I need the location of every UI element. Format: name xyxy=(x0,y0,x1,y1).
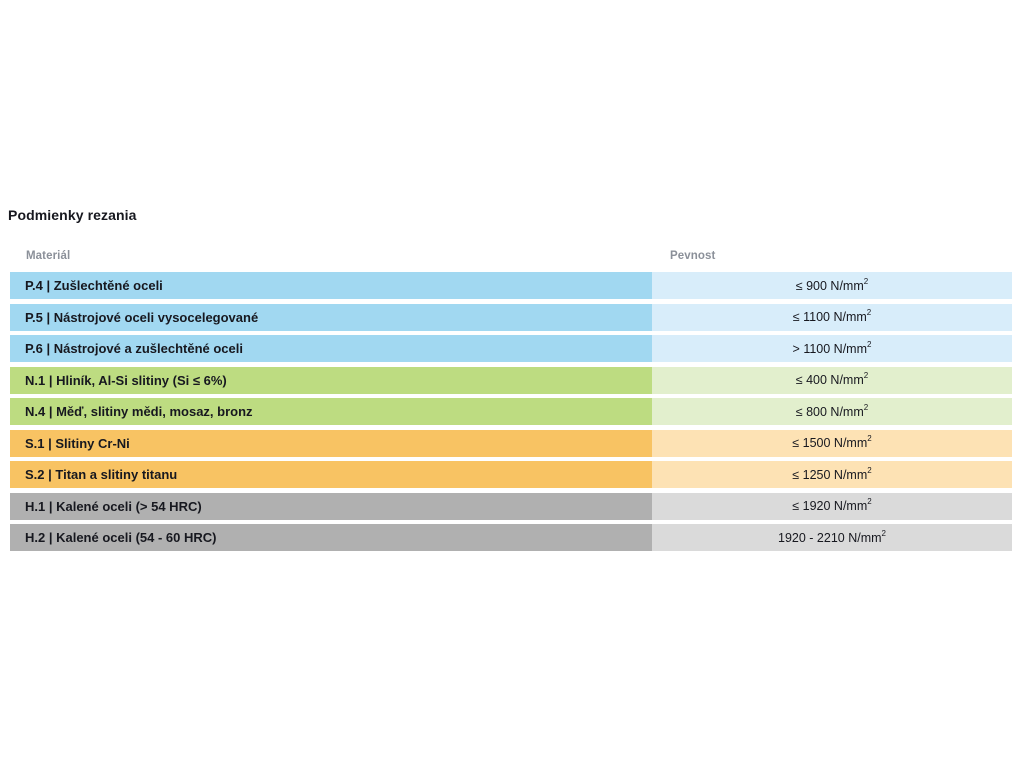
pevnost-value: ≤ 900 N/mm xyxy=(795,278,864,293)
material-cell: P.4 | Zušlechtěné oceli xyxy=(10,272,652,299)
table-row: S.2 | Titan a slitiny titanu ≤ 1250 N/mm… xyxy=(10,461,1012,488)
column-header-material: Materiál xyxy=(26,250,71,262)
pevnost-cell: ≤ 1920 N/mm 2 xyxy=(652,492,1012,520)
pevnost-value: ≤ 1250 N/mm xyxy=(792,467,868,482)
pevnost-superscript: 2 xyxy=(867,434,872,443)
material-cell: S.1 | Slitiny Cr-Ni xyxy=(10,429,652,457)
material-label: S.1 | Slitiny Cr-Ni xyxy=(25,435,130,451)
material-label: P.5 | Nástrojové oceli vysocelegované xyxy=(25,309,259,325)
pevnost-cell: ≤ 1500 N/mm 2 xyxy=(652,429,1012,457)
material-label: H.1 | Kalené oceli (> 54 HRC) xyxy=(25,498,202,514)
pevnost-cell: ≤ 1250 N/mm 2 xyxy=(652,461,1012,488)
pevnost-value: ≤ 800 N/mm xyxy=(795,404,864,419)
pevnost-superscript: 2 xyxy=(866,308,872,317)
table-row: P.6 | Nástrojové a zušlechtěné oceli > 1… xyxy=(10,335,1012,362)
column-header-pevnost: Pevnost xyxy=(670,250,716,262)
pevnost-value: ≤ 1920 N/mm xyxy=(792,499,868,513)
table-row: P.4 | Zušlechtěné oceli ≤ 900 N/mm 2 xyxy=(10,272,1012,299)
table-row: P.5 | Nástrojové oceli vysocelegované ≤ … xyxy=(10,303,1012,331)
material-cell: S.2 | Titan a slitiny titanu xyxy=(10,461,652,488)
pevnost-superscript: 2 xyxy=(867,339,872,349)
pevnost-cell: ≤ 400 N/mm 2 xyxy=(652,366,1012,394)
table-row: N.1 | Hliník, Al-Si slitiny (Si ≤ 6%) ≤ … xyxy=(10,366,1012,394)
pevnost-superscript: 2 xyxy=(863,371,869,380)
table-row: S.1 | Slitiny Cr-Ni ≤ 1500 N/mm 2 xyxy=(10,429,1012,457)
table-row: H.1 | Kalené oceli (> 54 HRC) ≤ 1920 N/m… xyxy=(10,492,1012,520)
pevnost-value: 1920 - 2210 N/mm xyxy=(778,530,882,545)
material-label: N.4 | Měď, slitiny mědi, mosaz, bronz xyxy=(25,404,253,419)
material-cell: H.1 | Kalené oceli (> 54 HRC) xyxy=(10,492,652,520)
material-label: P.4 | Zušlechtěné oceli xyxy=(25,278,163,293)
pevnost-value: ≤ 1500 N/mm xyxy=(792,436,868,450)
material-cell: P.6 | Nástrojové a zušlechtěné oceli xyxy=(10,335,652,362)
pevnost-superscript: 2 xyxy=(881,528,886,538)
pevnost-cell: 1920 - 2210 N/mm 2 xyxy=(652,524,1012,551)
material-cell: N.4 | Měď, slitiny mědi, mosaz, bronz xyxy=(10,398,652,425)
material-label: P.6 | Nástrojové a zušlechtěné oceli xyxy=(25,341,243,356)
pevnost-cell: ≤ 800 N/mm 2 xyxy=(652,398,1012,425)
pevnost-value: ≤ 400 N/mm xyxy=(795,373,864,387)
material-cell: H.2 | Kalené oceli (54 - 60 HRC) xyxy=(10,524,652,551)
material-cell: N.1 | Hliník, Al-Si slitiny (Si ≤ 6%) xyxy=(10,366,652,394)
material-label: S.2 | Titan a slitiny titanu xyxy=(25,467,178,482)
pevnost-cell: > 1100 N/mm 2 xyxy=(652,335,1012,362)
table-row: H.2 | Kalené oceli (54 - 60 HRC) 1920 - … xyxy=(10,524,1012,551)
pevnost-superscript: 2 xyxy=(863,402,869,412)
pevnost-superscript: 2 xyxy=(863,276,869,286)
pevnost-superscript: 2 xyxy=(867,465,872,475)
page-title: Podmienky rezania xyxy=(8,207,137,223)
cutting-conditions-table: P.4 | Zušlechtěné oceli ≤ 900 N/mm 2 P.5 … xyxy=(10,272,1012,556)
pevnost-value: ≤ 1100 N/mm xyxy=(792,310,867,324)
pevnost-superscript: 2 xyxy=(867,497,872,506)
pevnost-cell: ≤ 900 N/mm 2 xyxy=(652,272,1012,299)
table-row: N.4 | Měď, slitiny mědi, mosaz, bronz ≤ … xyxy=(10,398,1012,425)
pevnost-value: > 1100 N/mm xyxy=(792,341,867,356)
material-cell: P.5 | Nástrojové oceli vysocelegované xyxy=(10,303,652,331)
pevnost-cell: ≤ 1100 N/mm 2 xyxy=(652,303,1012,331)
material-label: N.1 | Hliník, Al-Si slitiny (Si ≤ 6%) xyxy=(25,372,227,388)
material-label: H.2 | Kalené oceli (54 - 60 HRC) xyxy=(25,530,217,545)
